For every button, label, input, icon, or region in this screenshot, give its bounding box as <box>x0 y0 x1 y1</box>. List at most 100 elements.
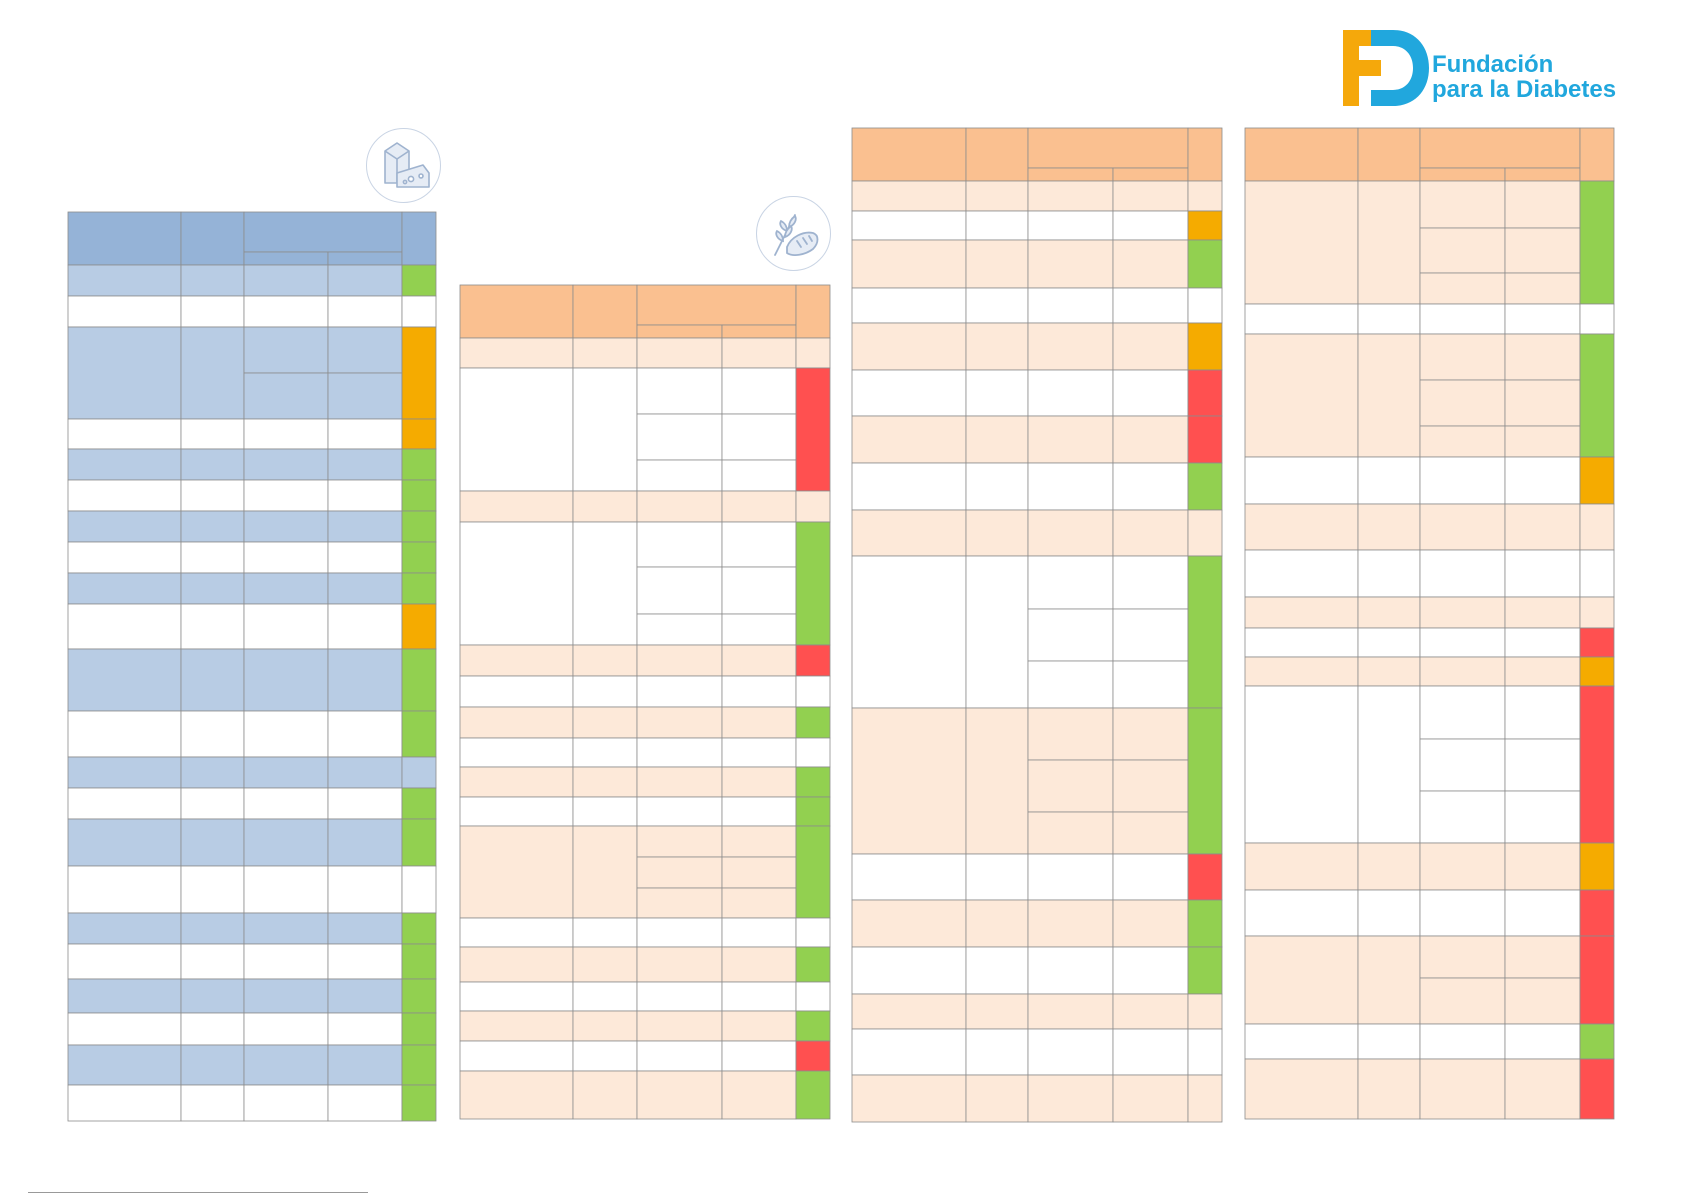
table-row <box>67 603 437 650</box>
status-color-cell <box>1187 555 1223 709</box>
status-color-cell <box>1187 1074 1223 1123</box>
portion-cell <box>180 756 245 789</box>
food-name-cell <box>67 510 182 543</box>
status-color-cell <box>1187 239 1223 289</box>
status-color-cell <box>401 943 437 980</box>
value-cell <box>721 706 797 739</box>
value-cell <box>1504 889 1581 937</box>
table-row <box>67 1012 437 1046</box>
portion-cell <box>572 796 638 827</box>
portion-cell <box>1357 180 1421 305</box>
food-name-cell <box>459 675 574 708</box>
fundacion-logo[interactable]: Fundación para la Diabetes <box>1343 30 1616 110</box>
value-cell <box>1112 369 1189 417</box>
value-cell <box>243 541 329 574</box>
food-name-cell <box>67 448 182 481</box>
food-name-cell <box>851 322 967 371</box>
table-row <box>67 865 437 914</box>
table-row <box>851 1074 1223 1123</box>
food-name-cell <box>851 287 967 324</box>
value-cell <box>1027 660 1114 709</box>
value-cell <box>636 1070 723 1120</box>
food-name-cell <box>459 825 574 919</box>
status-color-cell <box>1187 287 1223 324</box>
value-cell <box>1112 287 1189 324</box>
status-color-cell <box>1187 180 1223 212</box>
value-cell <box>243 787 329 820</box>
value-cell <box>1112 509 1189 557</box>
value-cell <box>1027 993 1114 1030</box>
value-cell <box>636 856 723 889</box>
value-cell <box>1419 977 1506 1025</box>
value-cell <box>636 766 723 798</box>
status-color-cell <box>795 825 831 919</box>
food-name-cell <box>851 509 967 557</box>
portion-cell <box>965 322 1029 371</box>
status-color-cell <box>1187 462 1223 511</box>
portion-cell <box>572 917 638 948</box>
portion-cell <box>1357 656 1421 687</box>
value-cell <box>636 1010 723 1042</box>
food-name-cell <box>459 1010 574 1042</box>
table-row <box>1244 549 1615 598</box>
value-cell <box>721 490 797 523</box>
table-row <box>67 1044 437 1086</box>
value-cell <box>1504 627 1581 658</box>
food-name-cell <box>851 899 967 948</box>
value-cell <box>327 372 403 420</box>
status-color-cell <box>401 1084 437 1122</box>
food-name-cell <box>67 326 182 420</box>
value-cell <box>636 413 723 461</box>
value-cell <box>1027 1028 1114 1076</box>
portion-cell <box>572 1070 638 1120</box>
table-row <box>851 946 1223 995</box>
value-cell <box>327 978 403 1014</box>
status-color-cell <box>401 787 437 820</box>
value-cell <box>1112 759 1189 813</box>
portion-cell <box>965 415 1029 464</box>
value-cell <box>636 566 723 615</box>
value-cell <box>636 521 723 568</box>
portion-cell <box>965 899 1029 948</box>
food-name-cell <box>459 521 574 646</box>
status-color-cell <box>795 1010 831 1042</box>
food-name-cell <box>67 648 182 712</box>
value-cell <box>243 1044 329 1086</box>
value-cell <box>636 675 723 708</box>
food-name-cell <box>851 369 967 417</box>
value-cell <box>1419 738 1506 792</box>
food-name-cell <box>1244 889 1359 937</box>
status-color-cell <box>1187 993 1223 1030</box>
portion-cell <box>572 706 638 739</box>
portion-cell <box>1357 503 1421 551</box>
food-name-cell <box>851 180 967 212</box>
status-color-cell <box>401 710 437 758</box>
portion-cell <box>1357 685 1421 844</box>
value-cell <box>1112 608 1189 662</box>
value-cell <box>243 818 329 867</box>
food-name-cell <box>67 710 182 758</box>
value-cell <box>327 479 403 512</box>
table-header-group-cell <box>1419 127 1581 169</box>
value-cell <box>327 1044 403 1086</box>
value-cell <box>1504 1023 1581 1060</box>
food-name-cell <box>1244 1058 1359 1120</box>
table-row <box>851 287 1223 324</box>
value-cell <box>1504 333 1581 381</box>
value-cell <box>1504 685 1581 740</box>
value-cell <box>721 825 797 858</box>
value-cell <box>1027 811 1114 855</box>
value-cell <box>1027 210 1114 241</box>
value-cell <box>1112 1028 1189 1076</box>
value-cell <box>1419 685 1506 740</box>
value-cell <box>243 710 329 758</box>
food-name-cell <box>851 993 967 1030</box>
food-table-2 <box>459 284 831 1120</box>
logo-text: Fundación para la Diabetes <box>1432 52 1616 102</box>
portion-cell <box>180 295 245 328</box>
table-header-cell <box>1187 127 1223 182</box>
table-header-cell <box>1357 127 1421 182</box>
table-row <box>1244 685 1615 844</box>
value-cell <box>721 887 797 919</box>
